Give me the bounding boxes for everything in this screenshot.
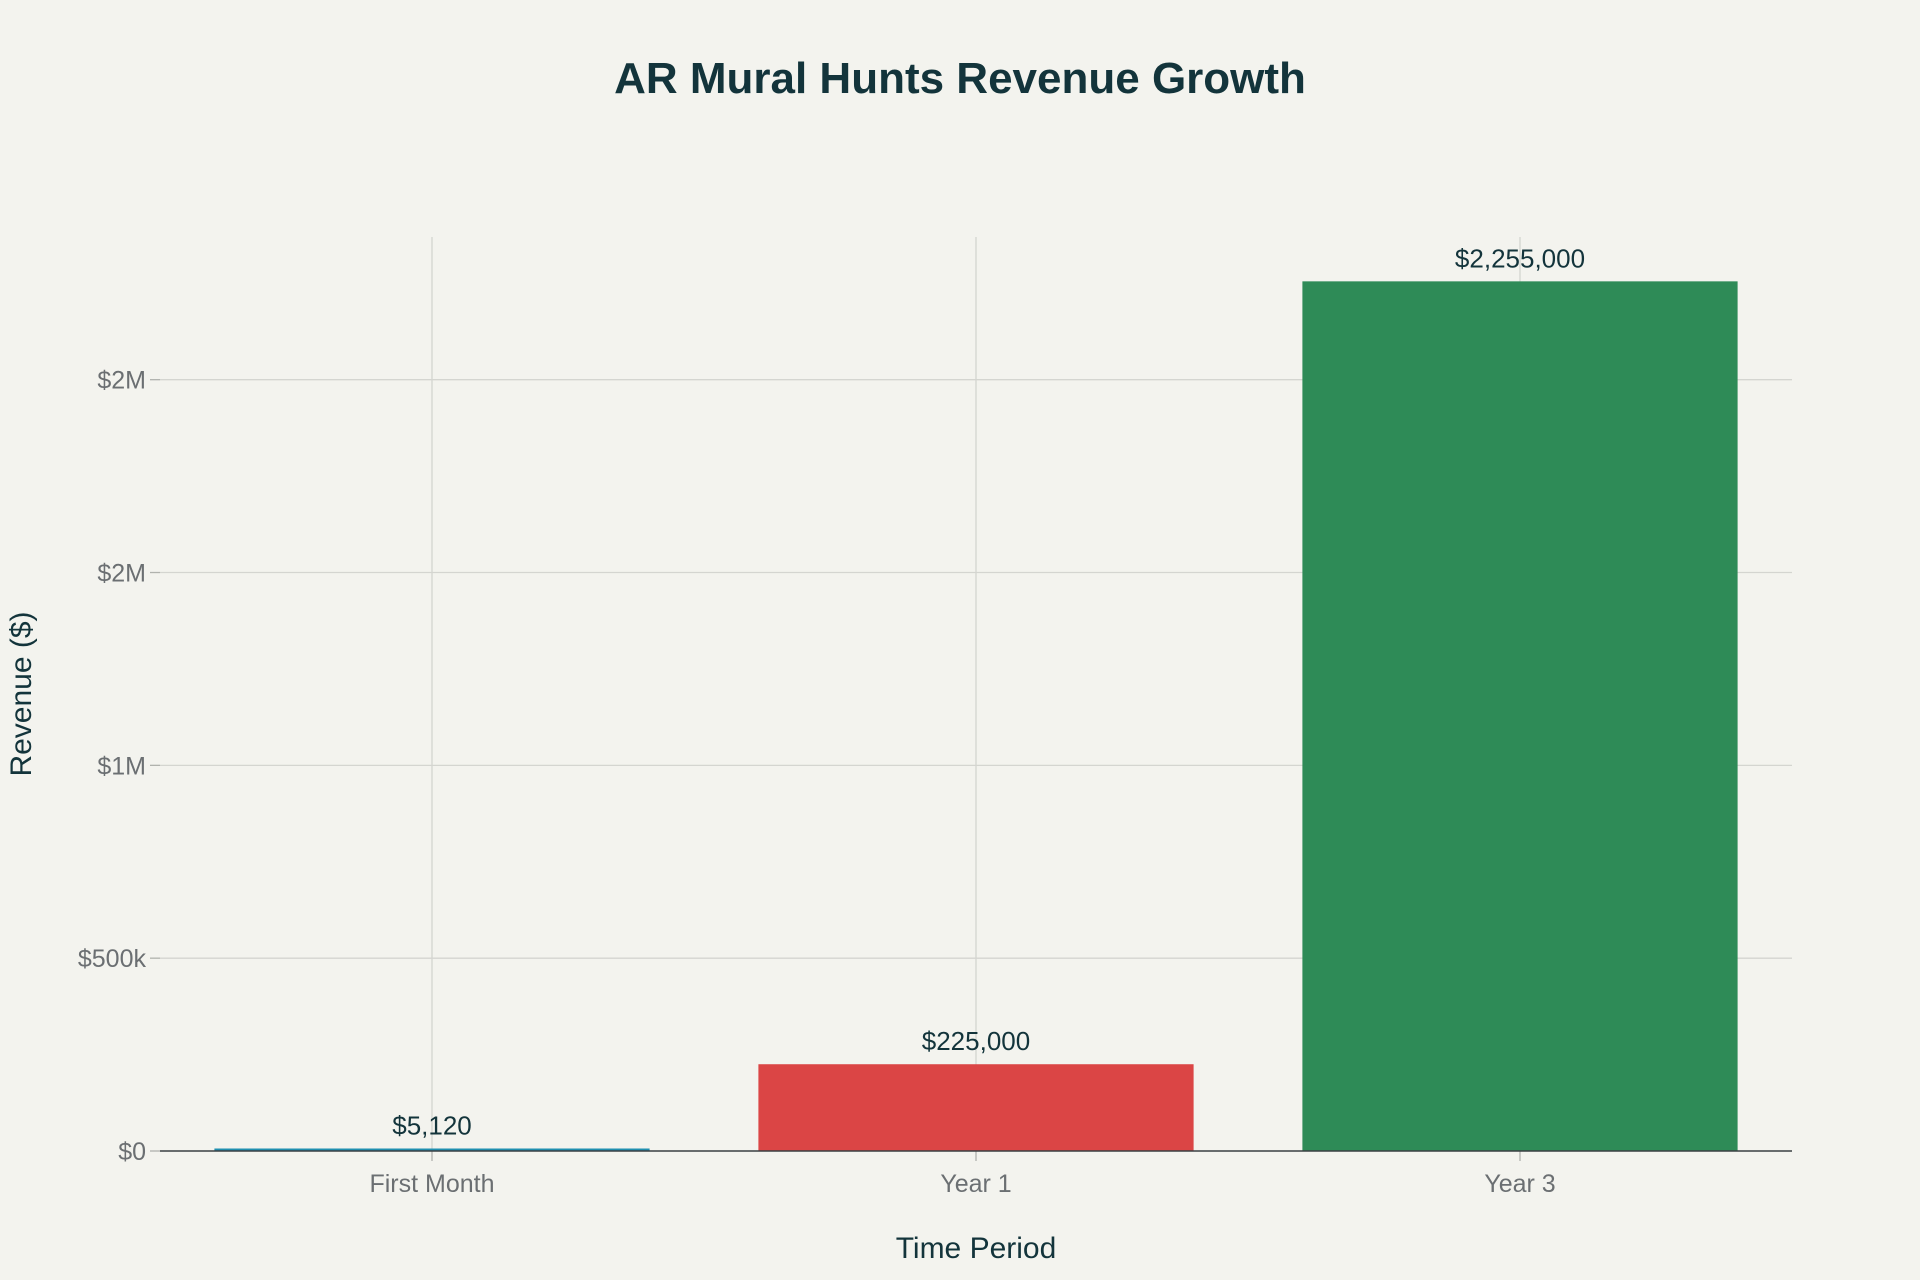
y-tick-label: $1M (97, 752, 146, 780)
bar-value-label: $2,255,000 (1455, 243, 1585, 273)
y-tick-label: $500k (78, 945, 147, 973)
x-tick-label: Year 1 (940, 1170, 1011, 1198)
bar (758, 1064, 1194, 1151)
bar (214, 1148, 650, 1151)
bar-value-label: $225,000 (922, 1026, 1030, 1056)
axis-layer: $0 $500k $1M $2M $2M First Month Year 1 Year 3 (78, 367, 1792, 1198)
y-tick-label: $2M (97, 560, 146, 588)
x-tick-label: First Month (369, 1170, 494, 1198)
y-tick-label: $0 (118, 1138, 146, 1166)
chart-title: AR Mural Hunts Revenue Growth (614, 54, 1306, 103)
bar (1302, 281, 1738, 1151)
bars-layer (214, 281, 1738, 1151)
x-tick-label: Year 3 (1484, 1170, 1555, 1198)
x-axis-title: Time Period (896, 1232, 1057, 1265)
labels-layer: $5,120 $225,000 $2,255,000 (392, 243, 1585, 1140)
bar-value-label: $5,120 (392, 1111, 472, 1141)
y-axis-title: Revenue ($) (5, 611, 38, 776)
y-tick-label: $2M (97, 367, 146, 395)
